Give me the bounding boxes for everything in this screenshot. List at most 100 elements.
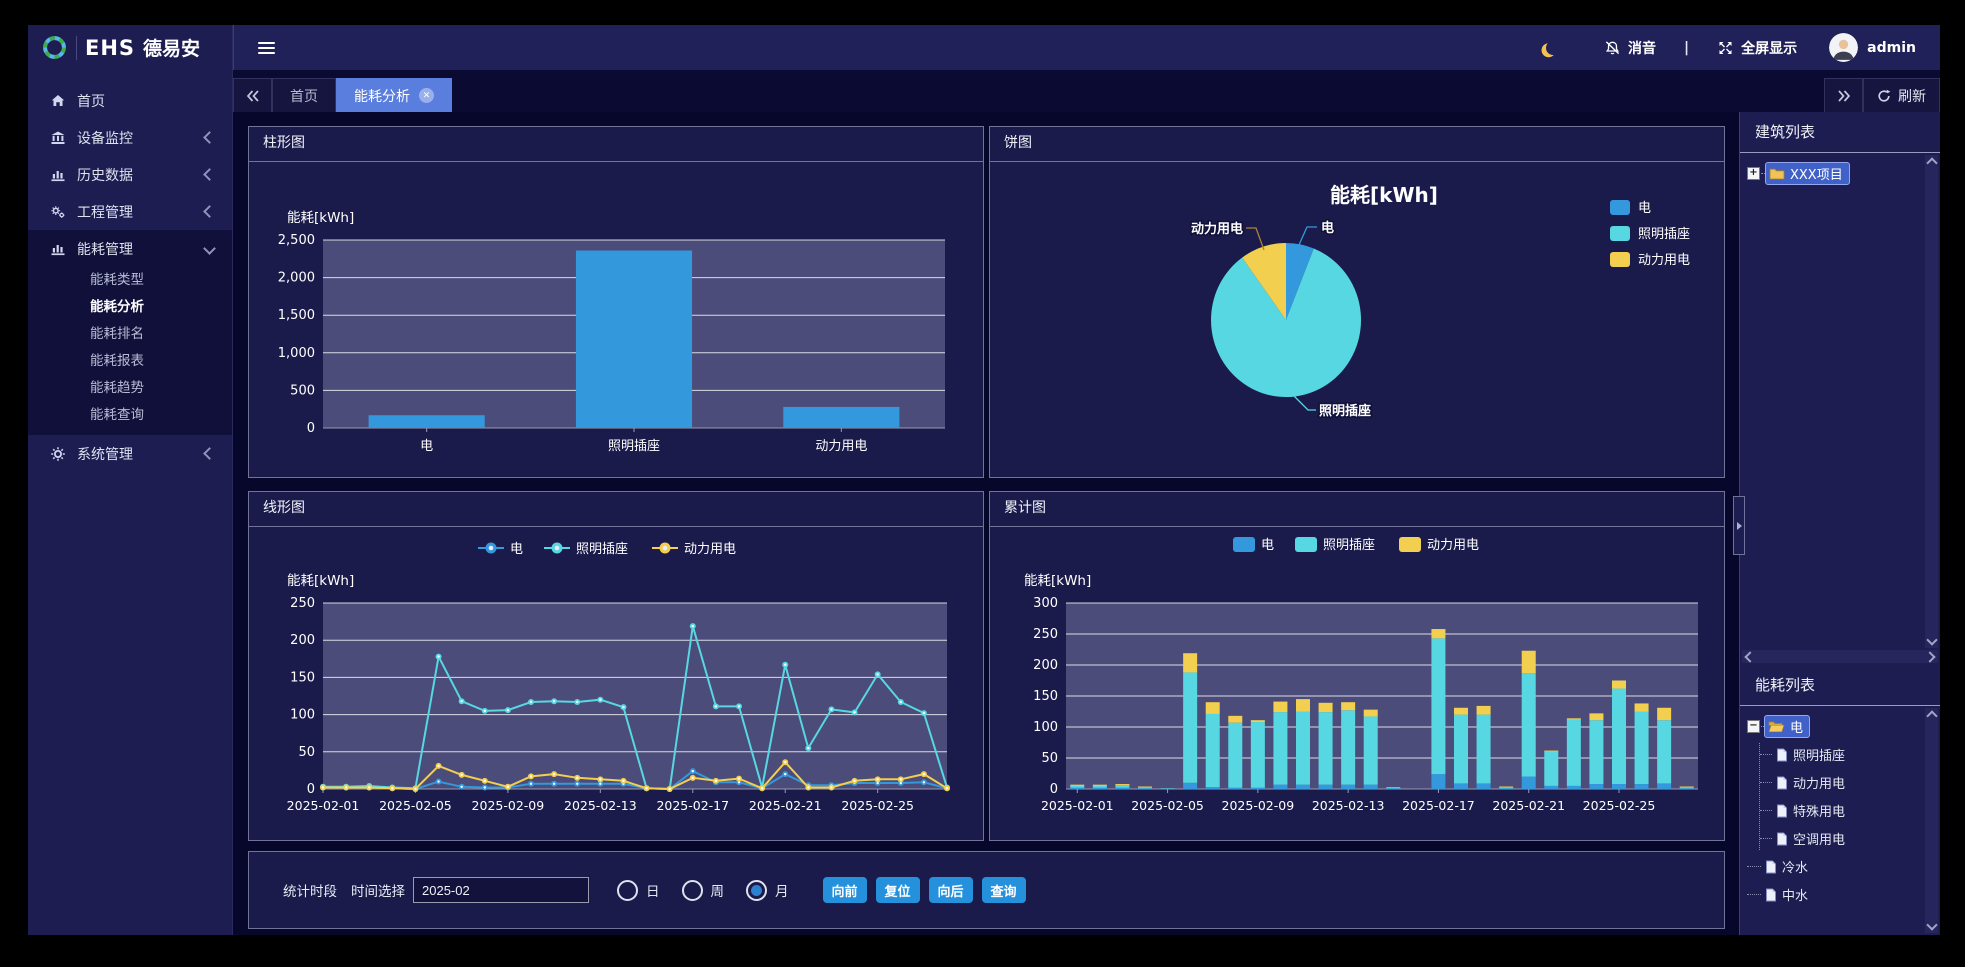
sidebar-subitem-energy-query[interactable]: 能耗查询: [90, 407, 144, 423]
svg-text:250: 250: [1033, 627, 1058, 642]
svg-text:150: 150: [290, 670, 315, 685]
tab-home[interactable]: 首页: [272, 78, 336, 112]
tab-close-icon[interactable]: ✕: [419, 88, 434, 103]
radio-dot-week[interactable]: [681, 879, 703, 901]
stack-segment: [1679, 788, 1694, 789]
radio-dot-day[interactable]: [617, 879, 638, 901]
chevron-left-icon: [203, 168, 216, 181]
stack-segment: [1544, 750, 1559, 752]
sidebar-subitem-energy-analysis[interactable]: 能耗分析: [90, 299, 144, 315]
building-list-section: 建筑列表 + XXX项目: [1740, 112, 1940, 665]
expand-box-icon[interactable]: +: [1747, 167, 1760, 180]
collapse-box-icon[interactable]: −: [1747, 720, 1760, 733]
stack-segment: [1318, 784, 1333, 789]
stack-segment: [1070, 787, 1085, 789]
tree-node-hvac-electric[interactable]: 空调用电: [1772, 827, 1852, 850]
tab-bar: 首页 能耗分析 ✕ 刷新: [233, 70, 1940, 112]
svg-text:电: 电: [420, 439, 433, 454]
app-window: EHS 德易安 首页 设备监控 历史数据 工程管理 能耗管理 能耗类型 能耗分析 能耗排名 能耗…: [28, 25, 1940, 935]
svg-text:2025-02-13: 2025-02-13: [1312, 798, 1385, 813]
tab-energy-analysis[interactable]: 能耗分析 ✕: [336, 78, 452, 112]
sidebar-item-device-monitor[interactable]: 设备监控: [28, 119, 232, 156]
building-tree-hscrollbar[interactable]: [1742, 650, 1938, 663]
menu-toggle-button[interactable]: [258, 41, 275, 54]
avatar[interactable]: [1829, 33, 1859, 62]
mute-button[interactable]: 消音: [1604, 38, 1656, 58]
sidebar-subitem-energy-report[interactable]: 能耗报表: [90, 353, 144, 369]
scroll-down-icon[interactable]: [1925, 919, 1938, 931]
radio-month[interactable]: 月: [746, 879, 789, 901]
svg-text:0: 0: [1050, 782, 1058, 797]
logo-text: EHS: [85, 35, 136, 60]
legend-swatch: [1610, 252, 1630, 267]
fullscreen-button[interactable]: 全屏显示: [1717, 38, 1797, 58]
stack-segment: [1634, 711, 1649, 785]
sidebar-item-system-management[interactable]: 系统管理: [28, 435, 232, 472]
tree-node-xxx-project[interactable]: XXX项目: [1765, 162, 1850, 185]
stack-segment: [1657, 783, 1672, 789]
panel-splitter-handle[interactable]: [1733, 496, 1745, 555]
stack-segment: [1363, 716, 1378, 785]
tree-node-electric[interactable]: 电: [1764, 715, 1811, 738]
stack-segment: [1386, 787, 1401, 788]
scroll-up-icon[interactable]: [1925, 157, 1938, 169]
fullscreen-label: 全屏显示: [1741, 40, 1798, 57]
svg-text:2025-02-05: 2025-02-05: [1131, 798, 1204, 813]
svg-text:2025-02-05: 2025-02-05: [379, 798, 452, 813]
tree-node-lighting-socket[interactable]: 照明插座: [1772, 743, 1852, 766]
scroll-right-icon[interactable]: [1924, 650, 1936, 663]
refresh-button[interactable]: 刷新: [1863, 78, 1940, 112]
night-mode-moon-icon[interactable]: [1545, 39, 1561, 55]
tree-node-power-electric[interactable]: 动力用电: [1772, 771, 1852, 794]
doc-icon: [1765, 888, 1777, 902]
chevron-left-icon: [203, 131, 216, 144]
topbar: 消音 | 全屏显示 admin: [233, 25, 1940, 70]
sidebar-item-home[interactable]: 首页: [28, 82, 232, 119]
reset-button[interactable]: 复位: [875, 877, 920, 903]
sidebar-subitem-energy-trend[interactable]: 能耗趋势: [90, 380, 144, 396]
forward-button[interactable]: 向后: [928, 877, 973, 903]
stack-segment: [1589, 713, 1604, 721]
doc-icon: [1765, 860, 1777, 874]
sidebar-subitem-energy-ranking[interactable]: 能耗排名: [90, 326, 144, 342]
tree-node-special-electric[interactable]: 特殊用电: [1772, 799, 1852, 822]
time-select-input[interactable]: [413, 877, 589, 903]
radio-day[interactable]: 日: [617, 879, 660, 901]
control-buttons: 向前 复位 向后 查询: [822, 877, 1035, 903]
tree-connector: [1760, 810, 1772, 811]
stack-chart: 电 照明插座 动力用电 能耗[kWh] 0 50 100 150 200 250 300 2025-0…: [990, 527, 1724, 840]
scroll-down-icon[interactable]: [1925, 634, 1938, 646]
scroll-left-icon[interactable]: [1744, 650, 1756, 663]
tree-node-cold-water[interactable]: 冷水: [1761, 855, 1815, 878]
energy-tree-vscrollbar[interactable]: [1925, 708, 1938, 933]
backward-button[interactable]: 向前: [822, 877, 867, 903]
sidebar-item-history-data[interactable]: 历史数据: [28, 156, 232, 193]
doc-icon: [1776, 832, 1788, 846]
stack-segment: [1431, 629, 1446, 639]
sidebar-item-label: 历史数据: [77, 167, 133, 184]
query-button[interactable]: 查询: [981, 877, 1026, 903]
tabs-scroll-left-button[interactable]: [233, 78, 272, 112]
stack-segment: [1454, 714, 1468, 784]
tabs-scroll-right-button[interactable]: [1824, 78, 1863, 112]
building-tree-vscrollbar[interactable]: [1925, 155, 1938, 648]
sidebar-subitem-energy-type[interactable]: 能耗类型: [90, 272, 144, 288]
tree-row-lighting-socket: 照明插座: [1760, 743, 1922, 766]
radio-dot-month[interactable]: [746, 879, 767, 901]
scroll-up-icon[interactable]: [1925, 710, 1938, 722]
legend-swatch: [1610, 226, 1630, 241]
sidebar-item-energy-management[interactable]: 能耗管理: [28, 230, 232, 267]
radio-week[interactable]: 周: [681, 879, 724, 901]
username[interactable]: admin: [1867, 39, 1916, 56]
sidebar-item-project-management[interactable]: 工程管理: [28, 193, 232, 230]
stack-segment: [1115, 785, 1130, 788]
tree-node-reclaimed-water[interactable]: 中水: [1761, 883, 1815, 906]
svg-text:0: 0: [307, 782, 315, 797]
tree-row-power-electric: 动力用电: [1760, 771, 1922, 794]
stack-segment: [1589, 784, 1604, 789]
sidebar-item-label: 系统管理: [77, 446, 133, 463]
chart-grid: 柱形图 能耗[kWh] 0 500 1,000 1,500 2,000 2,500 电照明插座…: [248, 126, 1725, 841]
stack-segment: [1183, 653, 1198, 673]
stack-segment: [1296, 711, 1310, 785]
